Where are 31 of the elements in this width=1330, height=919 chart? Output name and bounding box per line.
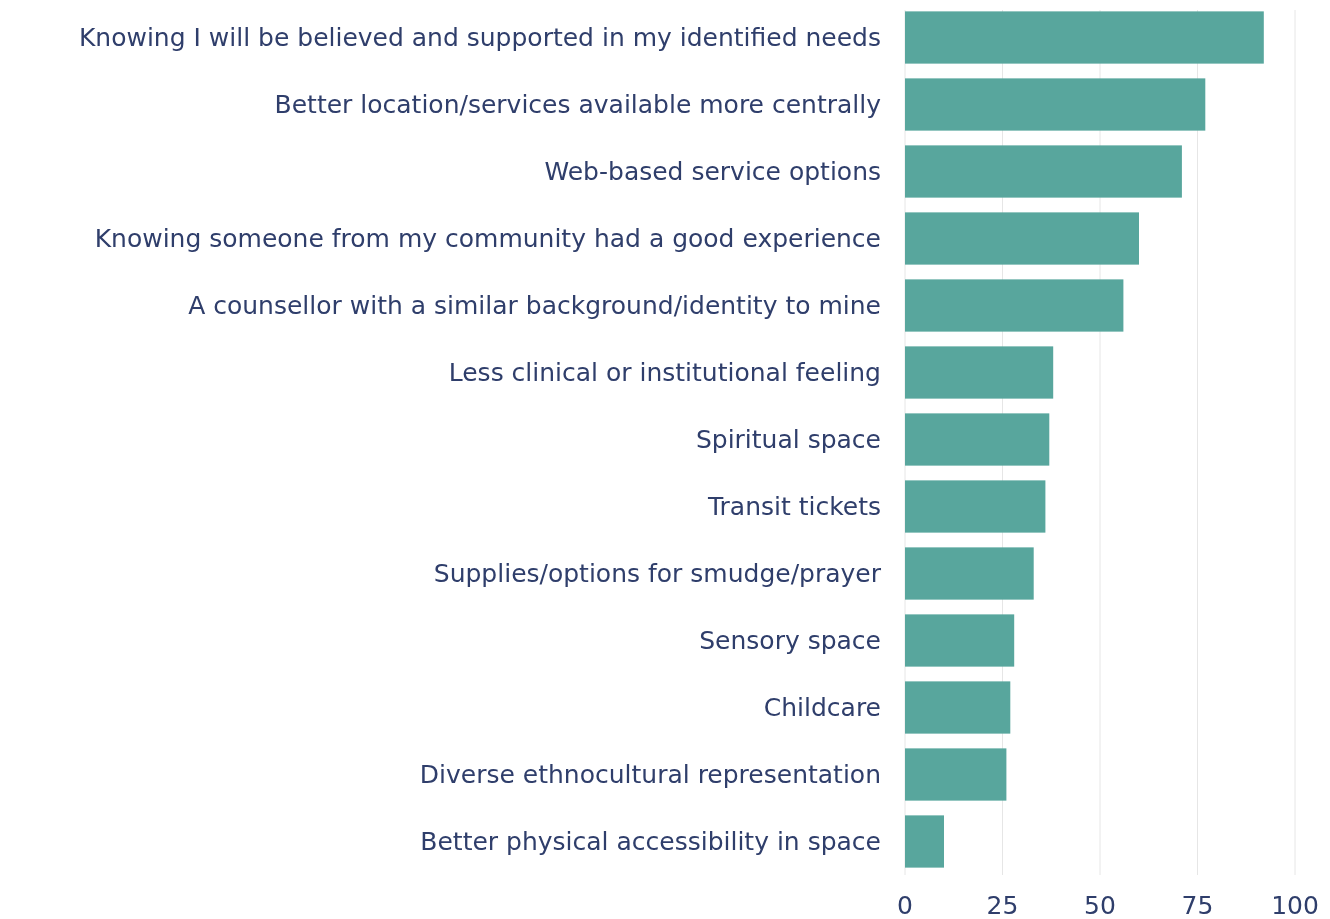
bar <box>905 346 1054 399</box>
y-tick-label: Sensory space <box>699 626 881 655</box>
y-tick-label: Web-based service options <box>544 157 881 186</box>
bar <box>905 547 1034 600</box>
x-tick-label: 25 <box>986 890 1019 919</box>
bar <box>905 78 1206 131</box>
y-tick-label: Knowing someone from my community had a good experience <box>94 224 881 253</box>
x-tick-label: 75 <box>1181 890 1214 919</box>
y-tick-label: Diverse ethnocultural representation <box>419 760 881 789</box>
y-tick-label: Transit tickets <box>706 492 881 521</box>
y-tick-label: Less clinical or institutional feeling <box>448 358 881 387</box>
x-tick-label: 100 <box>1271 890 1319 919</box>
y-tick-label: A counsellor with a similar background/identity to mine <box>188 291 881 320</box>
bar <box>905 11 1264 64</box>
x-tick-label: 0 <box>897 890 913 919</box>
y-tick-label: Spiritual space <box>695 425 881 454</box>
bar <box>905 614 1015 667</box>
y-tick-label: Supplies/options for smudge/prayer <box>433 559 882 588</box>
x-tick-label: 50 <box>1084 890 1116 919</box>
bar <box>905 480 1046 533</box>
bar <box>905 145 1182 198</box>
bar <box>905 279 1124 332</box>
bar <box>905 681 1011 734</box>
bar <box>905 212 1139 265</box>
bar <box>905 815 944 868</box>
y-tick-label: Childcare <box>763 693 881 722</box>
bar <box>905 413 1050 466</box>
bar <box>905 748 1007 801</box>
y-tick-label: Knowing I will be believed and supported in my identified needs <box>78 23 881 52</box>
y-tick-label: Better physical accessibility in space <box>420 827 881 856</box>
y-tick-label: Better location/services available more centrally <box>274 90 882 119</box>
